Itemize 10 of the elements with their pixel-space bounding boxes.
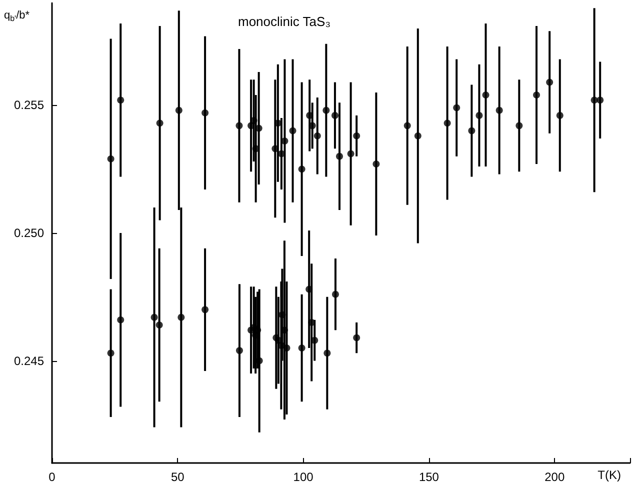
x-tick-label: 200 xyxy=(544,470,565,483)
x-tick-label: 100 xyxy=(293,470,314,483)
y-tick-label: 0.255 xyxy=(14,98,44,112)
x-tick-label: 0 xyxy=(48,470,56,483)
y-tick-label: 0.250 xyxy=(14,226,44,240)
x-tick-label: 150 xyxy=(418,470,440,483)
x-tick-label: 50 xyxy=(170,470,185,483)
text: monoclinic TaS₃ xyxy=(238,14,330,29)
x-axis-title: T(K) xyxy=(598,468,622,482)
y-tick-label: 0.245 xyxy=(14,354,44,368)
